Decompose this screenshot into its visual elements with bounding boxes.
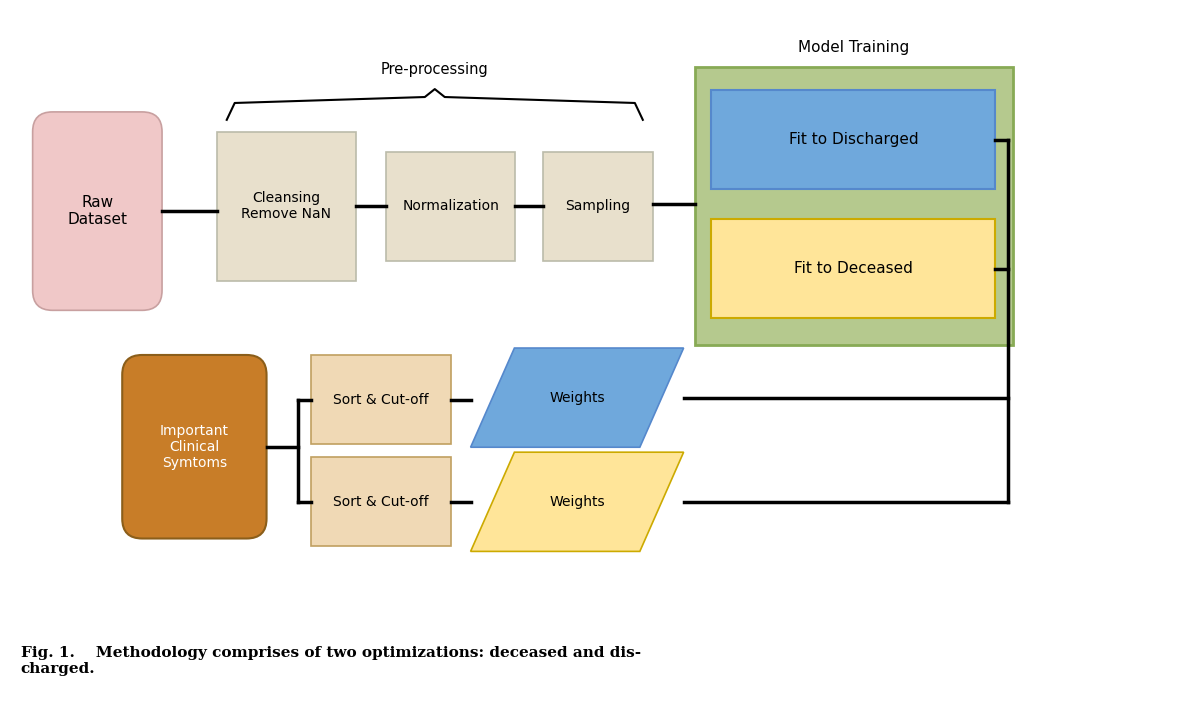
Bar bbox=[712, 90, 996, 190]
Bar bbox=[712, 219, 996, 318]
Text: Cleansing
Remove NaN: Cleansing Remove NaN bbox=[242, 191, 331, 221]
Text: Raw
Dataset: Raw Dataset bbox=[67, 195, 128, 227]
Polygon shape bbox=[471, 452, 684, 551]
Bar bbox=[543, 152, 653, 260]
Text: Weights: Weights bbox=[549, 495, 604, 509]
Bar bbox=[695, 67, 1013, 345]
Bar bbox=[312, 457, 450, 546]
Text: Fit to Deceased: Fit to Deceased bbox=[793, 261, 913, 276]
Text: Sort & Cut-off: Sort & Cut-off bbox=[334, 392, 429, 406]
FancyBboxPatch shape bbox=[33, 112, 163, 310]
Text: Important
Clinical
Symtoms: Important Clinical Symtoms bbox=[160, 423, 229, 470]
Bar bbox=[386, 152, 515, 260]
Polygon shape bbox=[471, 348, 684, 447]
Bar bbox=[217, 132, 356, 281]
Text: Pre-processing: Pre-processing bbox=[380, 62, 489, 77]
Text: Fig. 1.    Methodology comprises of two optimizations: deceased and dis-
charged: Fig. 1. Methodology comprises of two opt… bbox=[20, 646, 641, 676]
Text: Model Training: Model Training bbox=[798, 40, 909, 55]
Text: Sort & Cut-off: Sort & Cut-off bbox=[334, 495, 429, 509]
Text: Weights: Weights bbox=[549, 390, 604, 404]
Text: Normalization: Normalization bbox=[402, 199, 500, 213]
Text: Sampling: Sampling bbox=[566, 199, 631, 213]
FancyBboxPatch shape bbox=[123, 355, 266, 538]
Bar bbox=[312, 355, 450, 444]
Text: Fit to Discharged: Fit to Discharged bbox=[789, 132, 919, 147]
